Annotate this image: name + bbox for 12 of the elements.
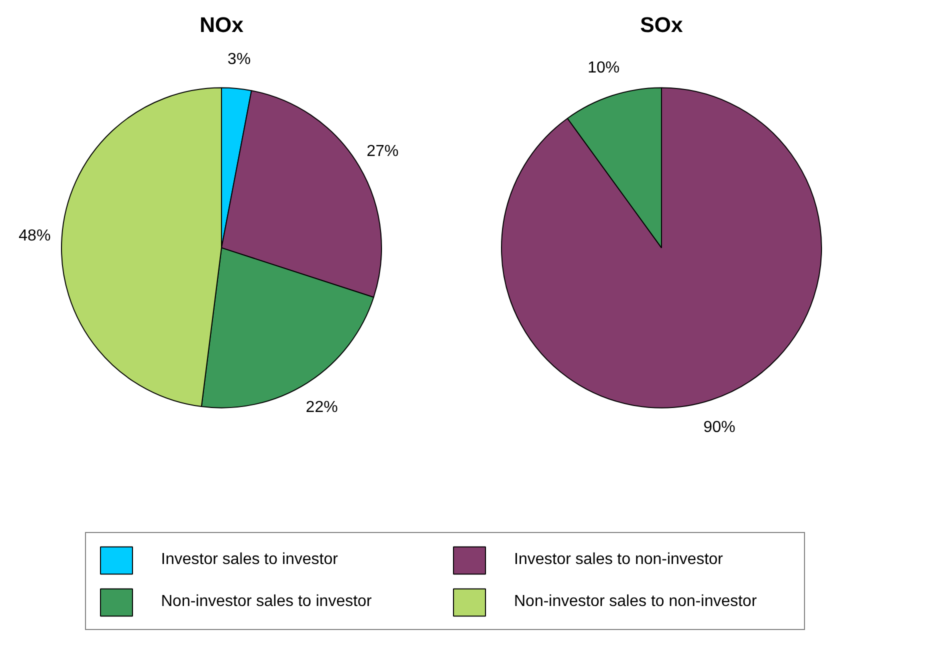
data-label: 27% (366, 143, 399, 160)
chart-title: SOx (640, 12, 683, 37)
legend-label: Investor sales to non-investor (514, 551, 724, 569)
legend-label: Investor sales to investor (161, 551, 339, 569)
legend-label: Non-investor sales to non-investor (514, 593, 758, 611)
data-label: 3% (228, 51, 251, 68)
legend-label: Non-investor sales to investor (161, 593, 373, 611)
data-label: 10% (588, 60, 620, 77)
chart-title: NOx (200, 12, 244, 37)
data-label: 48% (18, 227, 51, 244)
data-label: 22% (306, 398, 338, 416)
data-label: 90% (703, 419, 736, 436)
